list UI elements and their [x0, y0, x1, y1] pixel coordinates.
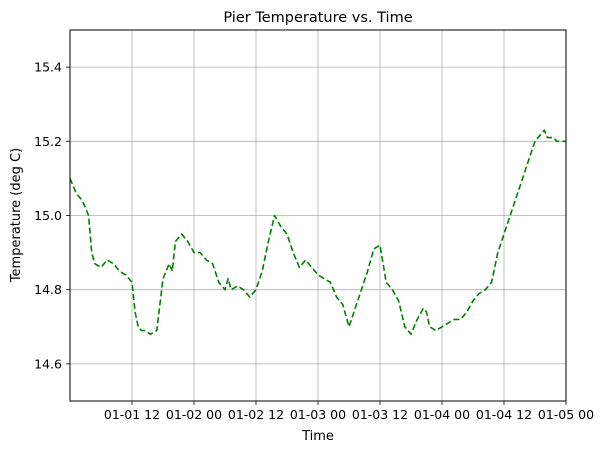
x-axis: 01-01 12 01-02 00 01-02 12 01-03 00 01-03 12… [104, 401, 594, 422]
x-tick-label: 01-01 12 [104, 407, 160, 422]
series-layer [69, 129, 566, 336]
x-axis-label: Time [301, 429, 334, 444]
y-tick-label: 15.0 [34, 208, 62, 223]
x-tick-label: 01-02 12 [228, 407, 284, 422]
y-axis-label: Temperature (deg C) [9, 148, 24, 283]
x-tick-label: 01-04 00 [414, 407, 470, 422]
y-tick-label: 14.8 [34, 282, 62, 297]
x-tick-label: 01-02 00 [166, 407, 222, 422]
chart-title: Pier Temperature vs. Time [223, 10, 412, 26]
x-tick-label: 01-03 12 [352, 407, 408, 422]
series-line-0 [69, 129, 566, 336]
x-tick-label: 01-03 00 [290, 407, 346, 422]
x-tick-label: 01-04 12 [476, 407, 532, 422]
x-tick-label: 01-05 00 [538, 407, 594, 422]
y-tick-label: 15.4 [34, 60, 62, 75]
y-tick-label: 15.2 [34, 134, 62, 149]
y-axis: 14.6 14.8 15.0 15.2 15.4 [34, 60, 70, 371]
y-tick-label: 14.6 [34, 356, 62, 371]
